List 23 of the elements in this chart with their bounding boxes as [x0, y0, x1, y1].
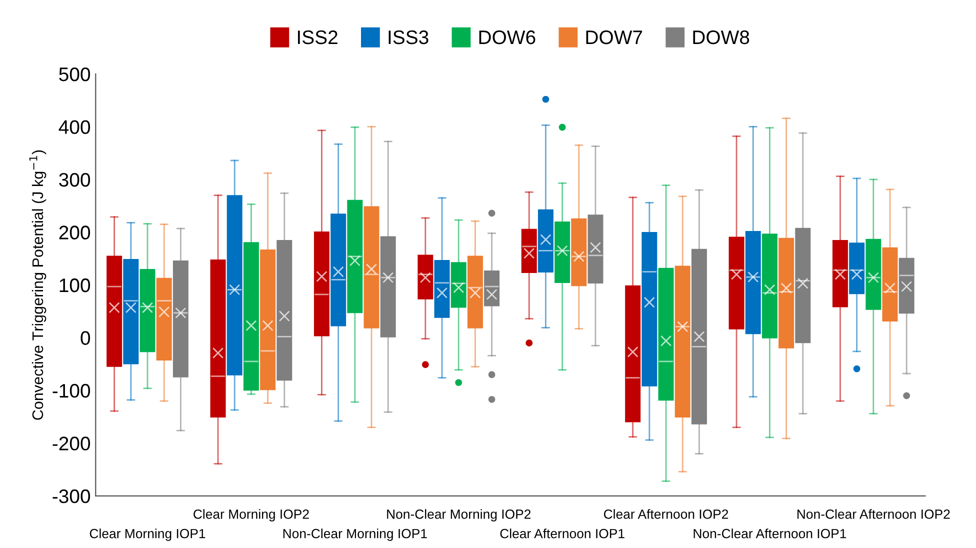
- y-tick-label: 100: [60, 278, 90, 292]
- y-tick-label: 300: [59, 172, 90, 187]
- x-tick-label: Clear Morning IOP2: [194, 509, 309, 522]
- x-tick-label: Non-Clear Morning IOP1: [283, 528, 427, 541]
- y-tick-label: 400: [58, 120, 90, 134]
- legend-label: DOW6: [479, 30, 536, 44]
- legend-label: ISS2: [298, 30, 338, 44]
- y-tick-label: 500: [59, 67, 90, 82]
- legend-label: ISS3: [388, 30, 428, 44]
- x-tick-label: Clear Afternoon IOP2: [604, 509, 728, 519]
- y-tick-label: 0: [80, 331, 90, 345]
- x-tick-label: Clear Morning IOP1: [90, 528, 206, 541]
- x-tick-label: Non-Clear Afternoon IOP2: [797, 509, 950, 519]
- x-tick-label: Non-Clear Afternoon IOP1: [694, 528, 846, 538]
- legend-label: DOW8: [693, 30, 750, 44]
- legend-label: DOW7: [586, 30, 642, 44]
- y-axis-title: Convective Triggering Potential (J kg$^{−1}$): [29, 150, 46, 420]
- y-tick-label: -300: [52, 489, 90, 504]
- y-tick-label: -100: [52, 384, 90, 398]
- x-tick-label: Non-Clear Morning IOP2: [387, 509, 531, 522]
- y-tick-label: 200: [59, 226, 90, 240]
- x-tick-label: Clear Afternoon IOP1: [500, 528, 624, 538]
- y-tick-label: -200: [52, 436, 90, 450]
